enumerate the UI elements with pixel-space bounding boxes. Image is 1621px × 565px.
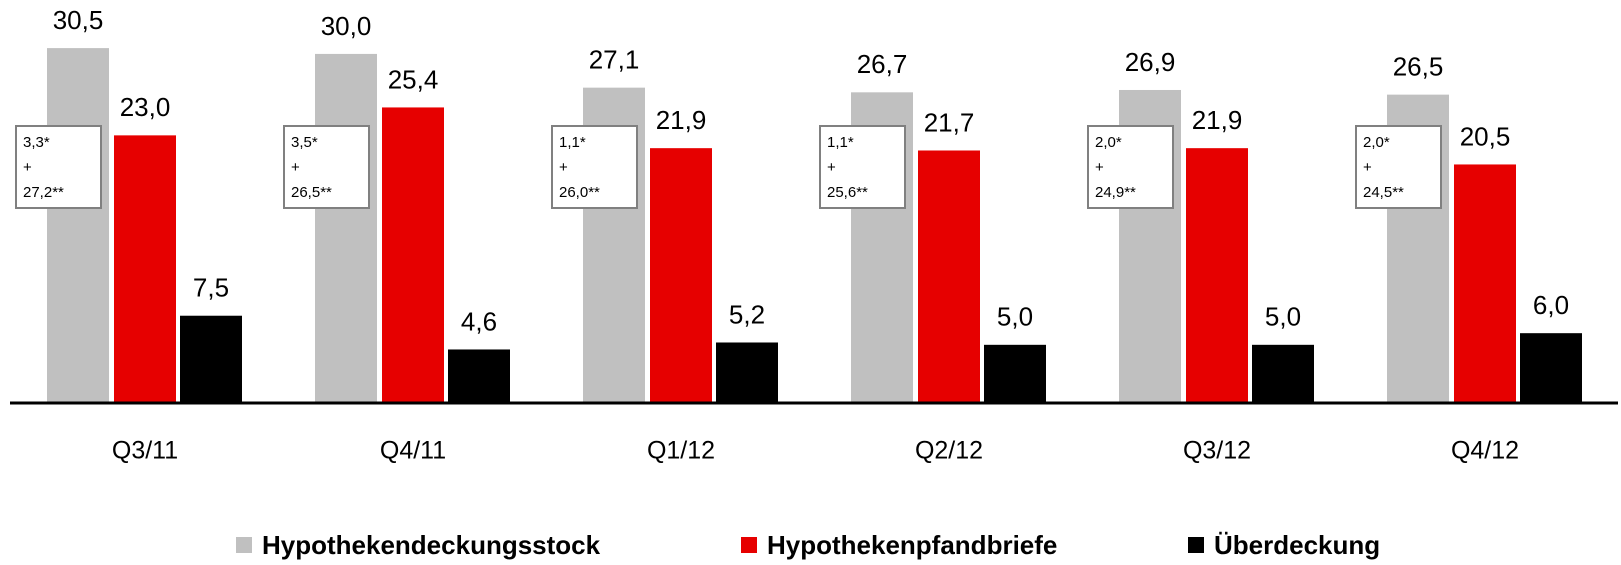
x-tick-label: Q3/11 <box>112 437 178 465</box>
bar <box>448 349 510 403</box>
annotation-text: 3,5* <box>291 134 318 151</box>
annotation-box <box>819 125 906 209</box>
value-label: 21,9 <box>656 105 707 135</box>
x-tick-label: Q2/12 <box>915 437 983 465</box>
x-tick-label: Q4/12 <box>1451 437 1519 465</box>
annotation-box <box>1355 125 1442 209</box>
x-tick-label: Q3/12 <box>1183 437 1251 465</box>
annotation-text: + <box>827 159 836 176</box>
annotation-text: 2,0* <box>1363 134 1390 151</box>
value-label: 26,5 <box>1393 52 1444 82</box>
bar <box>650 148 712 403</box>
annotation-text: 25,6** <box>827 184 868 201</box>
legend-label: Hypothekenpfandbriefe <box>767 530 1057 560</box>
bar <box>918 150 980 403</box>
annotation-text: 27,2** <box>23 184 64 201</box>
annotation-text: 1,1* <box>559 134 586 151</box>
annotation-text: 24,5** <box>1363 184 1404 201</box>
value-label: 21,9 <box>1192 105 1243 135</box>
bar <box>984 344 1046 403</box>
annotation-box <box>551 125 638 209</box>
annotation-text: + <box>291 159 300 176</box>
bar <box>180 315 242 403</box>
annotation-box <box>1087 125 1174 209</box>
bar <box>382 107 444 403</box>
annotation-text: + <box>1095 159 1104 176</box>
legend-label: Überdeckung <box>1214 530 1380 560</box>
annotation-text: 2,0* <box>1095 134 1122 151</box>
legend-swatch <box>1188 537 1204 553</box>
value-label: 27,1 <box>589 45 640 75</box>
bar <box>114 135 176 403</box>
bar <box>1252 344 1314 403</box>
annotation-text: 1,1* <box>827 134 854 151</box>
annotation-text: 3,3* <box>23 134 50 151</box>
annotation-text: 26,0** <box>559 184 600 201</box>
value-label: 21,7 <box>924 107 975 137</box>
value-label: 7,5 <box>193 273 229 303</box>
annotation-text: + <box>559 159 568 176</box>
bar <box>716 342 778 403</box>
annotation-text: 24,9** <box>1095 184 1136 201</box>
legend-swatch <box>741 537 757 553</box>
annotation-box <box>283 125 370 209</box>
value-label: 20,5 <box>1460 121 1511 151</box>
value-label: 26,7 <box>857 49 908 79</box>
bar <box>47 48 109 403</box>
annotation-text: + <box>23 159 32 176</box>
value-label: 30,5 <box>53 5 104 35</box>
value-label: 23,0 <box>120 92 171 122</box>
bar <box>1520 333 1582 403</box>
x-tick-label: Q1/12 <box>647 437 715 465</box>
annotation-box <box>15 125 102 209</box>
value-label: 5,0 <box>997 302 1033 332</box>
annotation-text: 26,5** <box>291 184 332 201</box>
legend-swatch <box>236 537 252 553</box>
bar <box>1454 164 1516 403</box>
annotation-text: + <box>1363 159 1372 176</box>
bar <box>1186 148 1248 403</box>
value-label: 5,0 <box>1265 302 1301 332</box>
value-label: 26,9 <box>1125 47 1176 77</box>
value-label: 30,0 <box>321 11 372 41</box>
value-label: 6,0 <box>1533 290 1569 320</box>
value-label: 25,4 <box>388 64 439 94</box>
legend-label: Hypothekendeckungsstock <box>262 530 601 560</box>
value-label: 4,6 <box>461 306 497 336</box>
value-label: 5,2 <box>729 299 765 329</box>
bar <box>315 53 377 404</box>
x-tick-label: Q4/11 <box>380 437 446 465</box>
